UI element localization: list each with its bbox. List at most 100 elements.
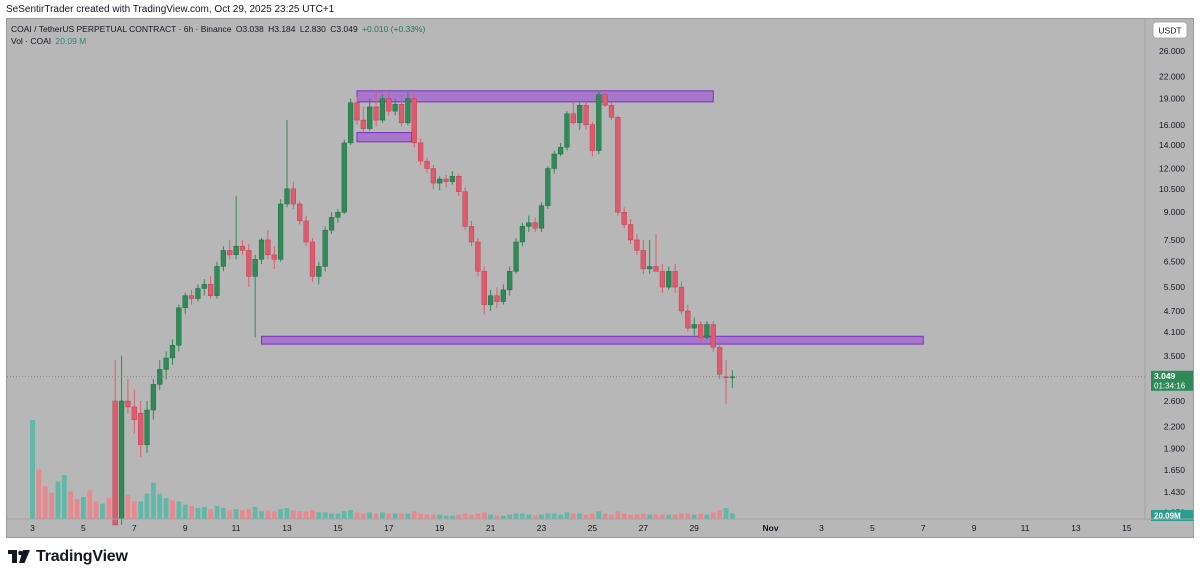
candle[interactable] — [131, 406, 137, 420]
candle[interactable] — [589, 124, 596, 151]
candle[interactable] — [659, 271, 665, 288]
candle[interactable] — [176, 307, 182, 346]
candle[interactable] — [182, 295, 188, 308]
candle[interactable] — [239, 245, 246, 251]
candle[interactable] — [717, 347, 723, 375]
candle[interactable] — [392, 104, 398, 112]
candle[interactable] — [284, 188, 290, 205]
candle[interactable] — [437, 178, 443, 184]
candle[interactable] — [227, 250, 233, 256]
currency-button-label[interactable]: USDT — [1158, 26, 1181, 36]
candle[interactable] — [691, 324, 697, 329]
candle[interactable] — [557, 147, 564, 155]
candle[interactable] — [519, 226, 526, 243]
candle[interactable] — [297, 203, 303, 222]
candle[interactable] — [488, 295, 494, 305]
candle[interactable] — [621, 212, 627, 225]
candle[interactable] — [150, 384, 156, 411]
candle[interactable] — [201, 284, 207, 289]
candle[interactable] — [538, 205, 545, 229]
candle[interactable] — [685, 310, 691, 329]
candle[interactable] — [271, 254, 277, 260]
candle[interactable] — [577, 104, 583, 124]
candle[interactable] — [348, 102, 354, 144]
candle[interactable] — [169, 345, 176, 359]
range-zone[interactable] — [356, 90, 714, 103]
candle[interactable] — [500, 289, 506, 302]
candle[interactable] — [602, 94, 608, 106]
candle[interactable] — [583, 104, 589, 125]
candle[interactable] — [545, 168, 551, 206]
candle[interactable] — [354, 102, 360, 121]
candle[interactable] — [309, 241, 316, 277]
candle[interactable] — [265, 239, 271, 256]
candle[interactable] — [443, 178, 449, 182]
candle[interactable] — [125, 400, 131, 408]
range-zone[interactable] — [261, 335, 924, 345]
candle[interactable] — [208, 284, 214, 296]
candle[interactable] — [138, 412, 144, 445]
candle[interactable] — [430, 168, 436, 184]
candle[interactable] — [481, 271, 487, 305]
candle[interactable] — [615, 117, 621, 213]
candle[interactable] — [596, 94, 602, 151]
candle[interactable] — [647, 266, 653, 270]
candle[interactable] — [341, 142, 347, 213]
candle[interactable] — [723, 376, 729, 378]
currency-button[interactable] — [1152, 21, 1188, 39]
candle[interactable] — [424, 160, 430, 169]
candle[interactable] — [290, 188, 296, 205]
candle[interactable] — [634, 239, 640, 251]
candle[interactable] — [144, 409, 150, 445]
candle[interactable] — [449, 176, 456, 182]
candle[interactable] — [316, 266, 322, 277]
candle[interactable] — [462, 191, 468, 227]
candle[interactable] — [411, 98, 417, 144]
candle[interactable] — [729, 376, 735, 378]
candle[interactable] — [328, 217, 335, 231]
candle[interactable] — [704, 324, 710, 338]
candle[interactable] — [220, 250, 226, 267]
candle[interactable] — [360, 119, 366, 129]
candle[interactable] — [278, 203, 284, 260]
candle[interactable] — [233, 245, 239, 256]
candle[interactable] — [373, 106, 379, 121]
chart-frame[interactable]: COAI / TetherUS PERPETUAL CONTRACT · 6h … — [6, 18, 1194, 538]
candle[interactable] — [475, 241, 481, 272]
candle[interactable] — [627, 224, 634, 241]
candle[interactable] — [666, 271, 672, 288]
candle[interactable] — [526, 222, 532, 227]
candle[interactable] — [367, 106, 373, 129]
candle[interactable] — [112, 400, 118, 526]
candle[interactable] — [653, 266, 659, 272]
candle[interactable] — [335, 212, 341, 218]
candle[interactable] — [532, 222, 538, 229]
candle[interactable] — [608, 104, 615, 118]
candle[interactable] — [188, 295, 195, 299]
candle[interactable] — [386, 98, 392, 112]
price-chart[interactable]: 26.000 22.000 19.000 16.000 14.000 12.000 10.5… — [7, 19, 1193, 537]
candle[interactable] — [640, 250, 646, 270]
candle[interactable] — [678, 286, 685, 312]
candle[interactable] — [456, 176, 462, 192]
candle[interactable] — [252, 259, 258, 277]
candle[interactable] — [710, 324, 716, 348]
candle[interactable] — [258, 239, 265, 260]
candle[interactable] — [163, 357, 169, 370]
candle[interactable] — [118, 400, 125, 519]
candle[interactable] — [398, 104, 405, 124]
candle[interactable] — [570, 113, 576, 124]
candle[interactable] — [214, 266, 220, 296]
candle[interactable] — [551, 153, 557, 169]
candle[interactable] — [303, 220, 309, 243]
candle[interactable] — [157, 369, 163, 385]
candle[interactable] — [418, 142, 424, 162]
candle[interactable] — [697, 324, 704, 338]
candle[interactable] — [379, 98, 386, 121]
candle[interactable] — [672, 271, 678, 288]
range-zone[interactable] — [356, 132, 413, 143]
candle[interactable] — [322, 229, 328, 267]
candle[interactable] — [507, 271, 513, 291]
candle[interactable] — [405, 98, 411, 124]
candle[interactable] — [246, 250, 252, 277]
